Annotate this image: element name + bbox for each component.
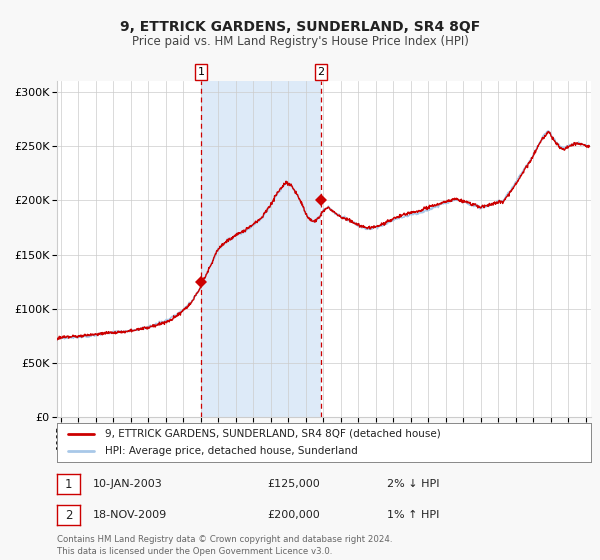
Text: Contains HM Land Registry data © Crown copyright and database right 2024.
This d: Contains HM Land Registry data © Crown c… xyxy=(57,535,392,556)
Text: 2% ↓ HPI: 2% ↓ HPI xyxy=(387,479,439,489)
Text: 18-NOV-2009: 18-NOV-2009 xyxy=(93,510,167,520)
Text: 1: 1 xyxy=(65,478,72,491)
Text: Price paid vs. HM Land Registry's House Price Index (HPI): Price paid vs. HM Land Registry's House … xyxy=(131,35,469,48)
Text: 2: 2 xyxy=(317,67,325,77)
Text: 1% ↑ HPI: 1% ↑ HPI xyxy=(387,510,439,520)
Text: £200,000: £200,000 xyxy=(267,510,320,520)
Text: 9, ETTRICK GARDENS, SUNDERLAND, SR4 8QF (detached house): 9, ETTRICK GARDENS, SUNDERLAND, SR4 8QF … xyxy=(105,429,441,439)
Bar xyxy=(201,81,321,417)
Text: 9, ETTRICK GARDENS, SUNDERLAND, SR4 8QF: 9, ETTRICK GARDENS, SUNDERLAND, SR4 8QF xyxy=(120,20,480,34)
Text: 2: 2 xyxy=(65,508,72,522)
Text: 1: 1 xyxy=(197,67,205,77)
Text: HPI: Average price, detached house, Sunderland: HPI: Average price, detached house, Sund… xyxy=(105,446,358,456)
Text: £125,000: £125,000 xyxy=(267,479,320,489)
Text: 10-JAN-2003: 10-JAN-2003 xyxy=(93,479,163,489)
